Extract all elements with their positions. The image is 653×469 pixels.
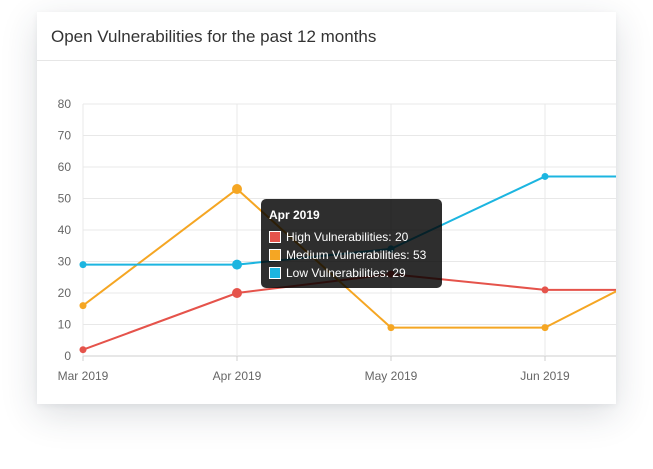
chart-card: Open Vulnerabilities for the past 12 mon…	[37, 12, 616, 404]
data-point[interactable]	[79, 302, 87, 310]
data-point[interactable]	[387, 324, 395, 332]
card-header: Open Vulnerabilities for the past 12 mon…	[37, 12, 616, 61]
tooltip-label-medium: Medium Vulnerabilities: 53	[286, 248, 427, 262]
y-axis: 0 10 20 30 40 50 60 70 80	[58, 97, 72, 363]
tooltip-label-low: Low Vulnerabilities: 29	[286, 266, 406, 280]
data-point[interactable]	[232, 259, 242, 270]
y-tick-label: 50	[58, 192, 72, 206]
y-tick-label: 80	[58, 97, 72, 111]
data-point[interactable]	[79, 261, 87, 269]
y-tick-label: 40	[58, 223, 72, 237]
x-tick-label: Jun 2019	[520, 369, 570, 383]
tooltip-row-low: Low Vulnerabilities: 29	[269, 264, 434, 282]
y-tick-label: 60	[58, 160, 72, 174]
data-point[interactable]	[232, 288, 242, 298]
tooltip-swatch-high	[269, 231, 281, 243]
data-point[interactable]	[79, 346, 87, 354]
data-point[interactable]	[232, 184, 242, 195]
y-tick-label: 0	[64, 349, 71, 363]
tooltip-label-high: High Vulnerabilities: 20	[286, 230, 409, 244]
line-chart[interactable]: 0 10 20 30 40 50 60 70 80 Mar 2019 Apr 2019 May 20…	[37, 12, 616, 404]
x-tick-label: Apr 2019	[213, 369, 262, 383]
chart-title: Open Vulnerabilities for the past 12 mon…	[51, 27, 377, 46]
y-tick-label: 10	[58, 318, 72, 332]
y-tick-label: 30	[58, 255, 72, 269]
y-tick-label: 70	[58, 129, 72, 143]
x-tick-label: May 2019	[365, 369, 418, 383]
data-point[interactable]	[541, 324, 549, 332]
tooltip-swatch-medium	[269, 249, 281, 261]
y-tick-label: 20	[58, 286, 72, 300]
data-point[interactable]	[541, 286, 549, 294]
tooltip-row-medium: Medium Vulnerabilities: 53	[269, 246, 434, 264]
data-point[interactable]	[541, 172, 549, 180]
tooltip-swatch-low	[269, 267, 281, 279]
tooltip-row-high: High Vulnerabilities: 20	[269, 228, 434, 246]
x-tick-label: Mar 2019	[58, 369, 109, 383]
x-axis: Mar 2019 Apr 2019 May 2019 Jun 2019	[58, 356, 570, 383]
tooltip-title: Apr 2019	[269, 208, 320, 222]
chart-tooltip: Apr 2019 High Vulnerabilities: 20 Medium…	[261, 199, 442, 288]
